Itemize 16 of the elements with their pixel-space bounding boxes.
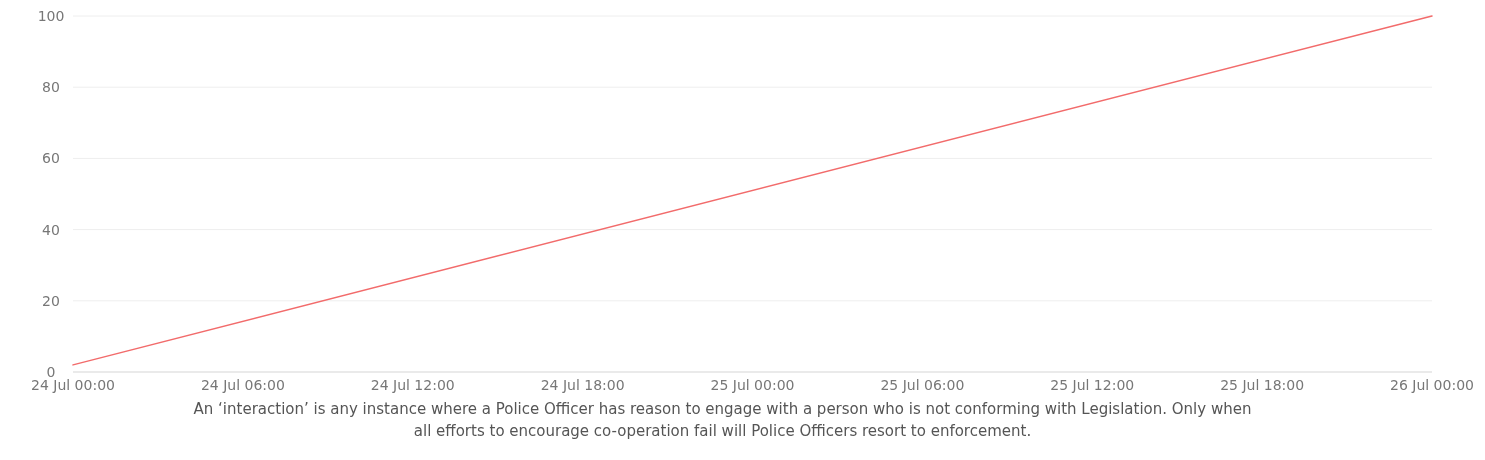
y-tick-label: 0 [46,363,56,380]
x-tick-label: 24 Jul 00:00 [31,377,115,393]
x-tick-label: 26 Jul 00:00 [1390,377,1474,393]
y-tick-label: 80 [42,79,60,96]
x-tick-label: 24 Jul 12:00 [370,377,455,393]
y-tick-label: 40 [42,221,60,238]
x-tick-label: 25 Jul 00:00 [710,377,795,393]
x-tick-label: 25 Jul 06:00 [880,377,965,393]
x-tick-label: 24 Jul 18:00 [540,377,625,393]
x-tick-label: 24 Jul 06:00 [200,377,285,393]
y-tick-label: 20 [42,292,60,309]
x-tick-label: 25 Jul 12:00 [1050,377,1135,393]
y-tick-label: 100 [37,7,65,24]
y-tick-label: 60 [42,150,60,167]
x-tick-label: 25 Jul 18:00 [1220,377,1305,393]
text: An ‘interaction’ is any instance where a Police Officer has reason to engage with a person who is not conforming with Legislation. Only when all efforts to encourage co-operation fail will Police Officers resort to enforcement. [193,400,1252,440]
